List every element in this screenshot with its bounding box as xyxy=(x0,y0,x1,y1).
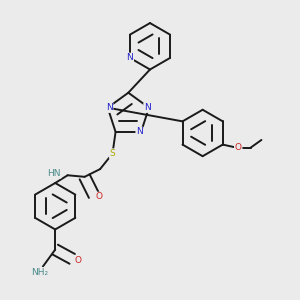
Text: HN: HN xyxy=(47,169,61,178)
Text: N: N xyxy=(127,53,133,62)
Text: N: N xyxy=(144,103,151,112)
Text: O: O xyxy=(96,192,103,201)
Text: NH₂: NH₂ xyxy=(31,268,48,277)
Text: N: N xyxy=(106,103,112,112)
Text: N: N xyxy=(136,128,143,136)
Text: O: O xyxy=(235,143,242,152)
Text: S: S xyxy=(110,149,116,158)
Text: O: O xyxy=(74,256,81,265)
